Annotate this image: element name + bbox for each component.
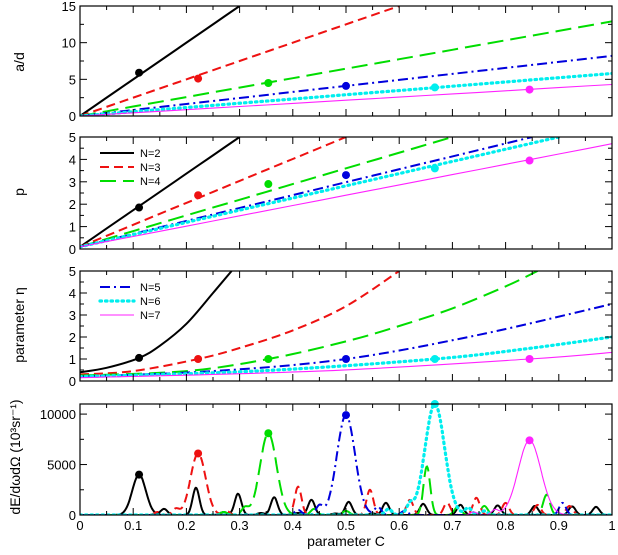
series-line-0 — [80, 137, 241, 248]
x-tick-label: 0.8 — [497, 518, 515, 533]
x-tick-label: 0.3 — [231, 518, 249, 533]
resonance-point-1 — [194, 355, 203, 363]
x-tick-label: 0.7 — [443, 518, 461, 533]
resonance-point-1 — [194, 74, 203, 83]
series-line-4 — [80, 71, 612, 116]
resonance-point-3 — [342, 171, 350, 180]
series-line-1 — [80, 6, 400, 116]
y-tick-label: 0 — [69, 109, 76, 124]
x-tick-label: 1 — [608, 518, 615, 533]
legend: N=5 N=6 N=7 — [98, 282, 161, 322]
resonance-point-2 — [264, 429, 273, 438]
ylabel-eta: parameter η — [11, 287, 27, 362]
series-line-5 — [80, 83, 612, 116]
series-line-0 — [80, 6, 241, 116]
x-tick-label: 0.9 — [550, 518, 568, 533]
resonance-point-3 — [342, 355, 350, 363]
y-tick-label: 3 — [69, 175, 76, 190]
panel-spectrum: dE/dωdΩ (10³sr⁻¹) parameter C 0 5000 10000… — [7, 399, 616, 549]
resonance-point-3 — [342, 81, 350, 90]
series-line-2 — [80, 20, 612, 116]
resonance-point-0 — [135, 353, 144, 362]
series-line-0 — [80, 473, 612, 515]
resonance-point-4 — [430, 83, 439, 92]
resonance-point-5 — [525, 355, 534, 363]
series-line-2 — [80, 432, 612, 515]
y-tick-label: 2 — [69, 330, 76, 345]
y-tick-label: 0 — [69, 374, 76, 389]
x-tick-label: 0.5 — [337, 518, 355, 533]
resonance-point-0 — [135, 470, 144, 479]
legend-label: N=2 — [140, 148, 161, 160]
series-line-5 — [80, 439, 612, 515]
series-line-4 — [80, 404, 612, 515]
series-line-5 — [80, 351, 612, 379]
y-tick-label: 3 — [69, 308, 76, 323]
y-tick-label: 10 — [62, 36, 76, 51]
x-tick-label: 0.1 — [124, 518, 142, 533]
legend-label: N=3 — [140, 162, 161, 174]
series-line-0 — [80, 271, 233, 374]
legend: N=2 N=3 N=4 — [100, 148, 161, 188]
series-line-2 — [80, 271, 538, 377]
ylabel-spectrum: dE/dωdΩ (10³sr⁻¹) — [7, 399, 23, 514]
legend-label: N=7 — [140, 310, 161, 322]
resonance-point-5 — [525, 436, 534, 445]
series-line-1 — [80, 271, 400, 376]
x-tick-label: 0 — [76, 518, 83, 533]
y-tick-label: 0 — [69, 508, 76, 523]
panel-a-over-d: a/d 0 5 10 15 — [11, 0, 613, 124]
legend-label: N=5 — [140, 282, 161, 294]
legend-label: N=4 — [140, 176, 161, 188]
y-tick-label: 4 — [69, 152, 76, 167]
series-line-3 — [80, 414, 612, 515]
series-line-1 — [80, 137, 347, 248]
resonance-point-4 — [430, 355, 439, 363]
resonance-point-3 — [342, 411, 350, 420]
resonance-point-1 — [194, 191, 203, 200]
resonance-point-2 — [264, 355, 273, 363]
xlabel-parameter-c: parameter C — [307, 533, 385, 549]
resonance-point-0 — [135, 203, 144, 212]
y-tick-label: 4 — [69, 286, 76, 301]
y-tick-label: 15 — [62, 0, 76, 14]
plot-frame — [79, 403, 613, 516]
series-line-2 — [80, 137, 453, 248]
y-tick-label: 0 — [69, 242, 76, 257]
y-tick-label: 5 — [69, 264, 76, 279]
resonance-point-2 — [264, 180, 273, 189]
resonance-point-5 — [525, 156, 534, 165]
resonance-point-4 — [430, 164, 439, 173]
y-tick-label: 1 — [69, 352, 76, 367]
resonance-point-1 — [194, 449, 203, 458]
x-tick-label: 0.4 — [284, 518, 302, 533]
series-line-5 — [80, 143, 612, 248]
series-line-4 — [80, 137, 561, 249]
series-line-4 — [80, 335, 612, 379]
series-line-3 — [80, 137, 533, 248]
resonance-point-0 — [135, 68, 144, 77]
y-tick-label: 5 — [69, 72, 76, 87]
legend-label: N=6 — [140, 296, 161, 308]
x-tick-label: 0.6 — [390, 518, 408, 533]
y-tick-label: 10000 — [40, 407, 76, 422]
ylabel-a-over-d: a/d — [11, 52, 27, 71]
resonance-point-2 — [264, 79, 273, 87]
resonance-point-5 — [525, 85, 534, 94]
ylabel-p: p — [11, 188, 27, 196]
x-tick-label: 0.2 — [177, 518, 195, 533]
y-tick-label: 2 — [69, 197, 76, 212]
y-tick-label: 5 — [69, 130, 76, 145]
y-tick-label: 5000 — [47, 458, 76, 473]
y-tick-label: 1 — [69, 220, 76, 235]
panel-eta: parameter η 0 1 2 3 4 5 N=5 N=6 N=7 — [11, 264, 613, 389]
panel-p: p 0 1 2 3 4 5 N=2 N=3 N=4 — [11, 130, 613, 257]
